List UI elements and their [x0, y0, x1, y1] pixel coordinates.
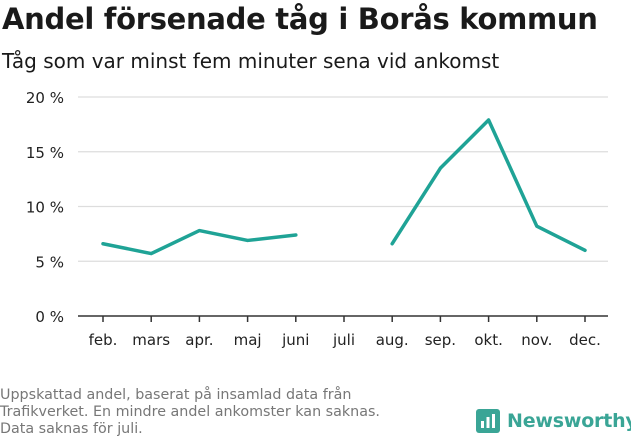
x-tick-label: juli — [332, 331, 355, 349]
footnote-line: Data saknas för juli. — [0, 421, 143, 437]
x-tick-label: okt. — [474, 331, 503, 349]
x-tick-label: maj — [234, 331, 262, 349]
x-tick-label: mars — [132, 331, 170, 349]
y-tick-label: 10 % — [26, 199, 64, 217]
line-chart: 0 % 5 % 10 % 15 % 20 % feb. mars apr. maj juni ju… — [26, 89, 608, 349]
x-tick-label: dec. — [569, 331, 601, 349]
x-tick-label: sep. — [425, 331, 456, 349]
grid-lines — [78, 96, 608, 262]
footnote: Uppskattad andel, baserat på insamlad da… — [0, 387, 440, 438]
series-line-segment — [390, 118, 587, 253]
series-lines — [101, 118, 587, 256]
x-tick-label: juni — [281, 331, 309, 349]
y-axis-tick-labels: 0 % 5 % 10 % 15 % 20 % — [26, 89, 64, 326]
footnote-line: Trafikverket. En mindre andel ankomster … — [0, 404, 380, 420]
chart-subtitle: Tåg som var minst fem minuter sena vid a… — [2, 49, 500, 73]
x-tick-label: aug. — [376, 331, 409, 349]
x-axis: feb. mars apr. maj juni juli aug. sep. okt. nov. d… — [78, 315, 608, 349]
x-tick-label: apr. — [185, 331, 213, 349]
brand-logo: Newsworthy — [476, 409, 631, 433]
series-line-segment — [101, 228, 298, 256]
y-tick-label: 0 % — [35, 308, 64, 326]
y-tick-label: 20 % — [26, 89, 64, 107]
x-tick-label: nov. — [521, 331, 552, 349]
x-tick-label: feb. — [89, 331, 118, 349]
y-tick-label: 5 % — [35, 253, 64, 271]
y-tick-label: 15 % — [26, 144, 64, 162]
bar-chart-logo-icon — [476, 409, 500, 433]
brand-name: Newsworthy — [507, 410, 631, 432]
chart-title: Andel försenade tåg i Borås kommun — [2, 2, 598, 36]
footnote-line: Uppskattad andel, baserat på insamlad da… — [0, 387, 352, 403]
